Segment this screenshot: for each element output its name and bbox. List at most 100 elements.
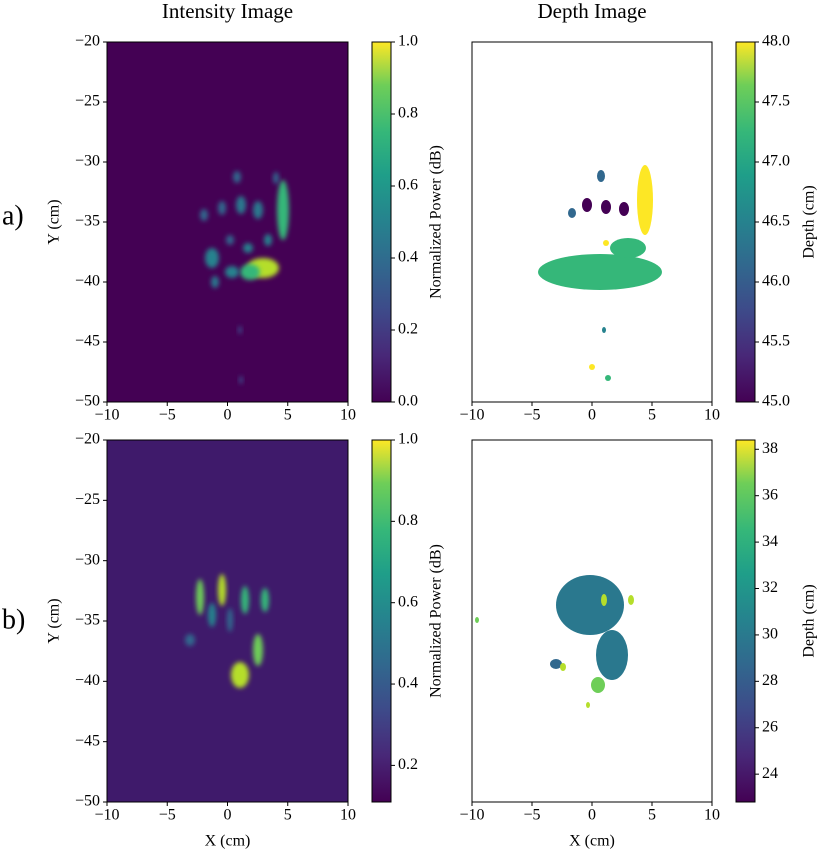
colorbar-tick-label: 24	[762, 765, 778, 782]
x-tick-label: 10	[340, 807, 356, 824]
image-region	[582, 198, 592, 212]
y-axis-label: Y (cm)	[46, 199, 63, 244]
x-tick-label: −10	[459, 807, 484, 824]
image-region	[233, 171, 241, 183]
colorbar-tick-label: 34	[762, 533, 778, 550]
y-tick-label: −50	[75, 393, 100, 410]
image-region	[185, 634, 195, 646]
x-tick-label: 5	[284, 407, 292, 424]
image-region	[241, 586, 249, 614]
image-region	[226, 235, 234, 245]
panel-title: Depth Image	[537, 0, 646, 23]
colorbar-tick-label: 45.5	[762, 333, 790, 350]
x-tick-label: −5	[523, 407, 540, 424]
image-region	[568, 208, 576, 218]
y-tick-label: −45	[75, 732, 100, 749]
image-region	[196, 579, 204, 615]
colorbar-tick-label: 0.6	[398, 177, 418, 194]
image-region	[200, 209, 208, 221]
y-tick-label: −40	[75, 672, 100, 689]
plot-background	[472, 42, 712, 402]
image-region	[596, 630, 628, 680]
y-tick-label: −35	[75, 612, 100, 629]
y-tick-label: −40	[75, 273, 100, 290]
colorbar-tick-label: 0.8	[398, 105, 418, 122]
image-region	[637, 165, 653, 235]
image-region	[225, 266, 239, 278]
x-tick-label: 10	[340, 407, 356, 424]
x-tick-label: 5	[648, 807, 656, 824]
image-region	[240, 264, 260, 280]
y-tick-label: −25	[75, 491, 100, 508]
colorbar	[735, 439, 756, 803]
image-region	[218, 201, 226, 215]
image-region	[556, 575, 624, 635]
image-region	[238, 326, 242, 334]
x-tick-label: −5	[159, 807, 176, 824]
image-region	[591, 677, 605, 693]
y-tick-label: −45	[75, 333, 100, 350]
y-axis-label: Y (cm)	[46, 598, 63, 643]
image-region	[550, 659, 562, 669]
y-tick-label: −20	[75, 431, 100, 448]
x-tick-label: 0	[588, 807, 596, 824]
image-region	[261, 588, 269, 612]
image-region	[589, 364, 595, 370]
colorbar-tick-label: 0.0	[398, 393, 418, 410]
colorbar-tick-label: 0.2	[398, 321, 418, 338]
colorbar-tick-label: 46.5	[762, 213, 790, 230]
colorbar-tick-label: 26	[762, 718, 778, 735]
x-tick-label: 0	[224, 407, 232, 424]
image-region	[277, 180, 289, 240]
row-label: a)	[2, 200, 24, 231]
x-tick-label: 0	[224, 807, 232, 824]
x-tick-label: −10	[459, 407, 484, 424]
colorbar	[371, 439, 392, 803]
image-content	[200, 171, 289, 384]
colorbar-tick-label: 32	[762, 579, 778, 596]
colorbar-tick-label: 0.6	[398, 593, 418, 610]
image-region	[205, 248, 219, 268]
colorbar-tick-label: 47.5	[762, 93, 790, 110]
image-region	[475, 617, 479, 623]
image-region	[619, 202, 629, 216]
image-region	[601, 200, 611, 214]
y-tick-label: −25	[75, 93, 100, 110]
x-tick-label: 10	[704, 807, 720, 824]
x-tick-label: −10	[94, 807, 119, 824]
image-region	[264, 234, 272, 246]
image-content	[185, 574, 269, 688]
image-region	[253, 201, 263, 219]
image-region	[231, 662, 249, 688]
row-label: b)	[2, 604, 25, 635]
colorbar-label: Normalized Power (dB)	[428, 145, 445, 299]
image-region	[597, 170, 605, 182]
x-axis-label: X (cm)	[569, 833, 615, 850]
colorbar-tick-label: 46.0	[762, 273, 790, 290]
colorbar-tick-label: 0.2	[398, 756, 418, 773]
x-tick-label: 0	[588, 407, 596, 424]
colorbar-tick-label: 48.0	[762, 33, 790, 50]
colorbar-tick-label: 0.4	[398, 249, 418, 266]
colorbar-tick-label: 0.4	[398, 675, 418, 692]
colorbar	[371, 41, 392, 403]
colorbar	[735, 41, 756, 403]
y-tick-label: −35	[75, 213, 100, 230]
image-region	[239, 376, 243, 384]
colorbar-tick-label: 0.8	[398, 512, 418, 529]
x-tick-label: 10	[704, 407, 720, 424]
image-region	[538, 254, 662, 290]
colorbar-tick-label: 28	[762, 672, 778, 689]
image-content	[475, 575, 634, 708]
colorbar-tick-label: 1.0	[398, 431, 418, 448]
y-tick-label: −30	[75, 153, 100, 170]
image-region	[253, 634, 263, 666]
x-tick-label: 5	[284, 807, 292, 824]
image-region	[227, 608, 233, 632]
colorbar-tick-label: 36	[762, 486, 778, 503]
colorbar-tick-label: 1.0	[398, 33, 418, 50]
x-tick-label: −10	[94, 407, 119, 424]
x-axis-label: X (cm)	[205, 833, 251, 850]
colorbar-label: Depth (cm)	[801, 185, 818, 258]
x-tick-label: −5	[159, 407, 176, 424]
